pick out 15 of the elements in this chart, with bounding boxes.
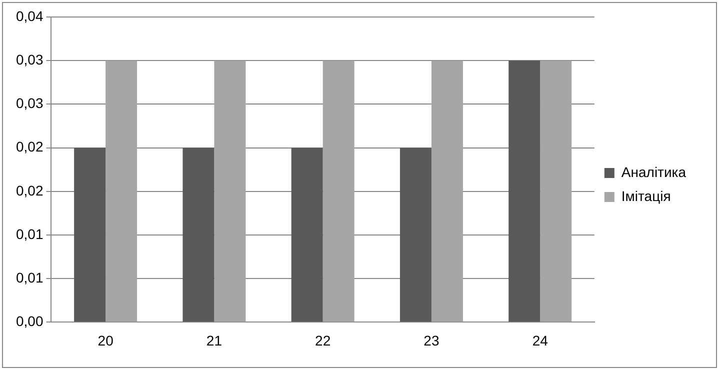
y-tick-label: 0,03 xyxy=(16,51,44,68)
y-tick-label: 0,00 xyxy=(16,313,44,330)
legend-label: Аналітика xyxy=(621,164,686,180)
x-tick-label: 22 xyxy=(315,332,331,348)
y-tick-label: 0,02 xyxy=(16,138,44,155)
x-tick-label: 24 xyxy=(532,332,548,348)
y-tick-label: 0,01 xyxy=(16,226,44,242)
y-tick-label: 0,03 xyxy=(16,95,44,112)
y-tick-label: 0,01 xyxy=(16,269,44,286)
y-tick-label: 0,04 xyxy=(16,8,44,24)
x-tick-label: 21 xyxy=(206,332,222,348)
x-tick-label: 23 xyxy=(424,332,440,348)
legend-label: Імітація xyxy=(621,188,671,204)
x-tick-label: 20 xyxy=(98,332,114,348)
y-tick-label: 0,02 xyxy=(16,182,44,198)
